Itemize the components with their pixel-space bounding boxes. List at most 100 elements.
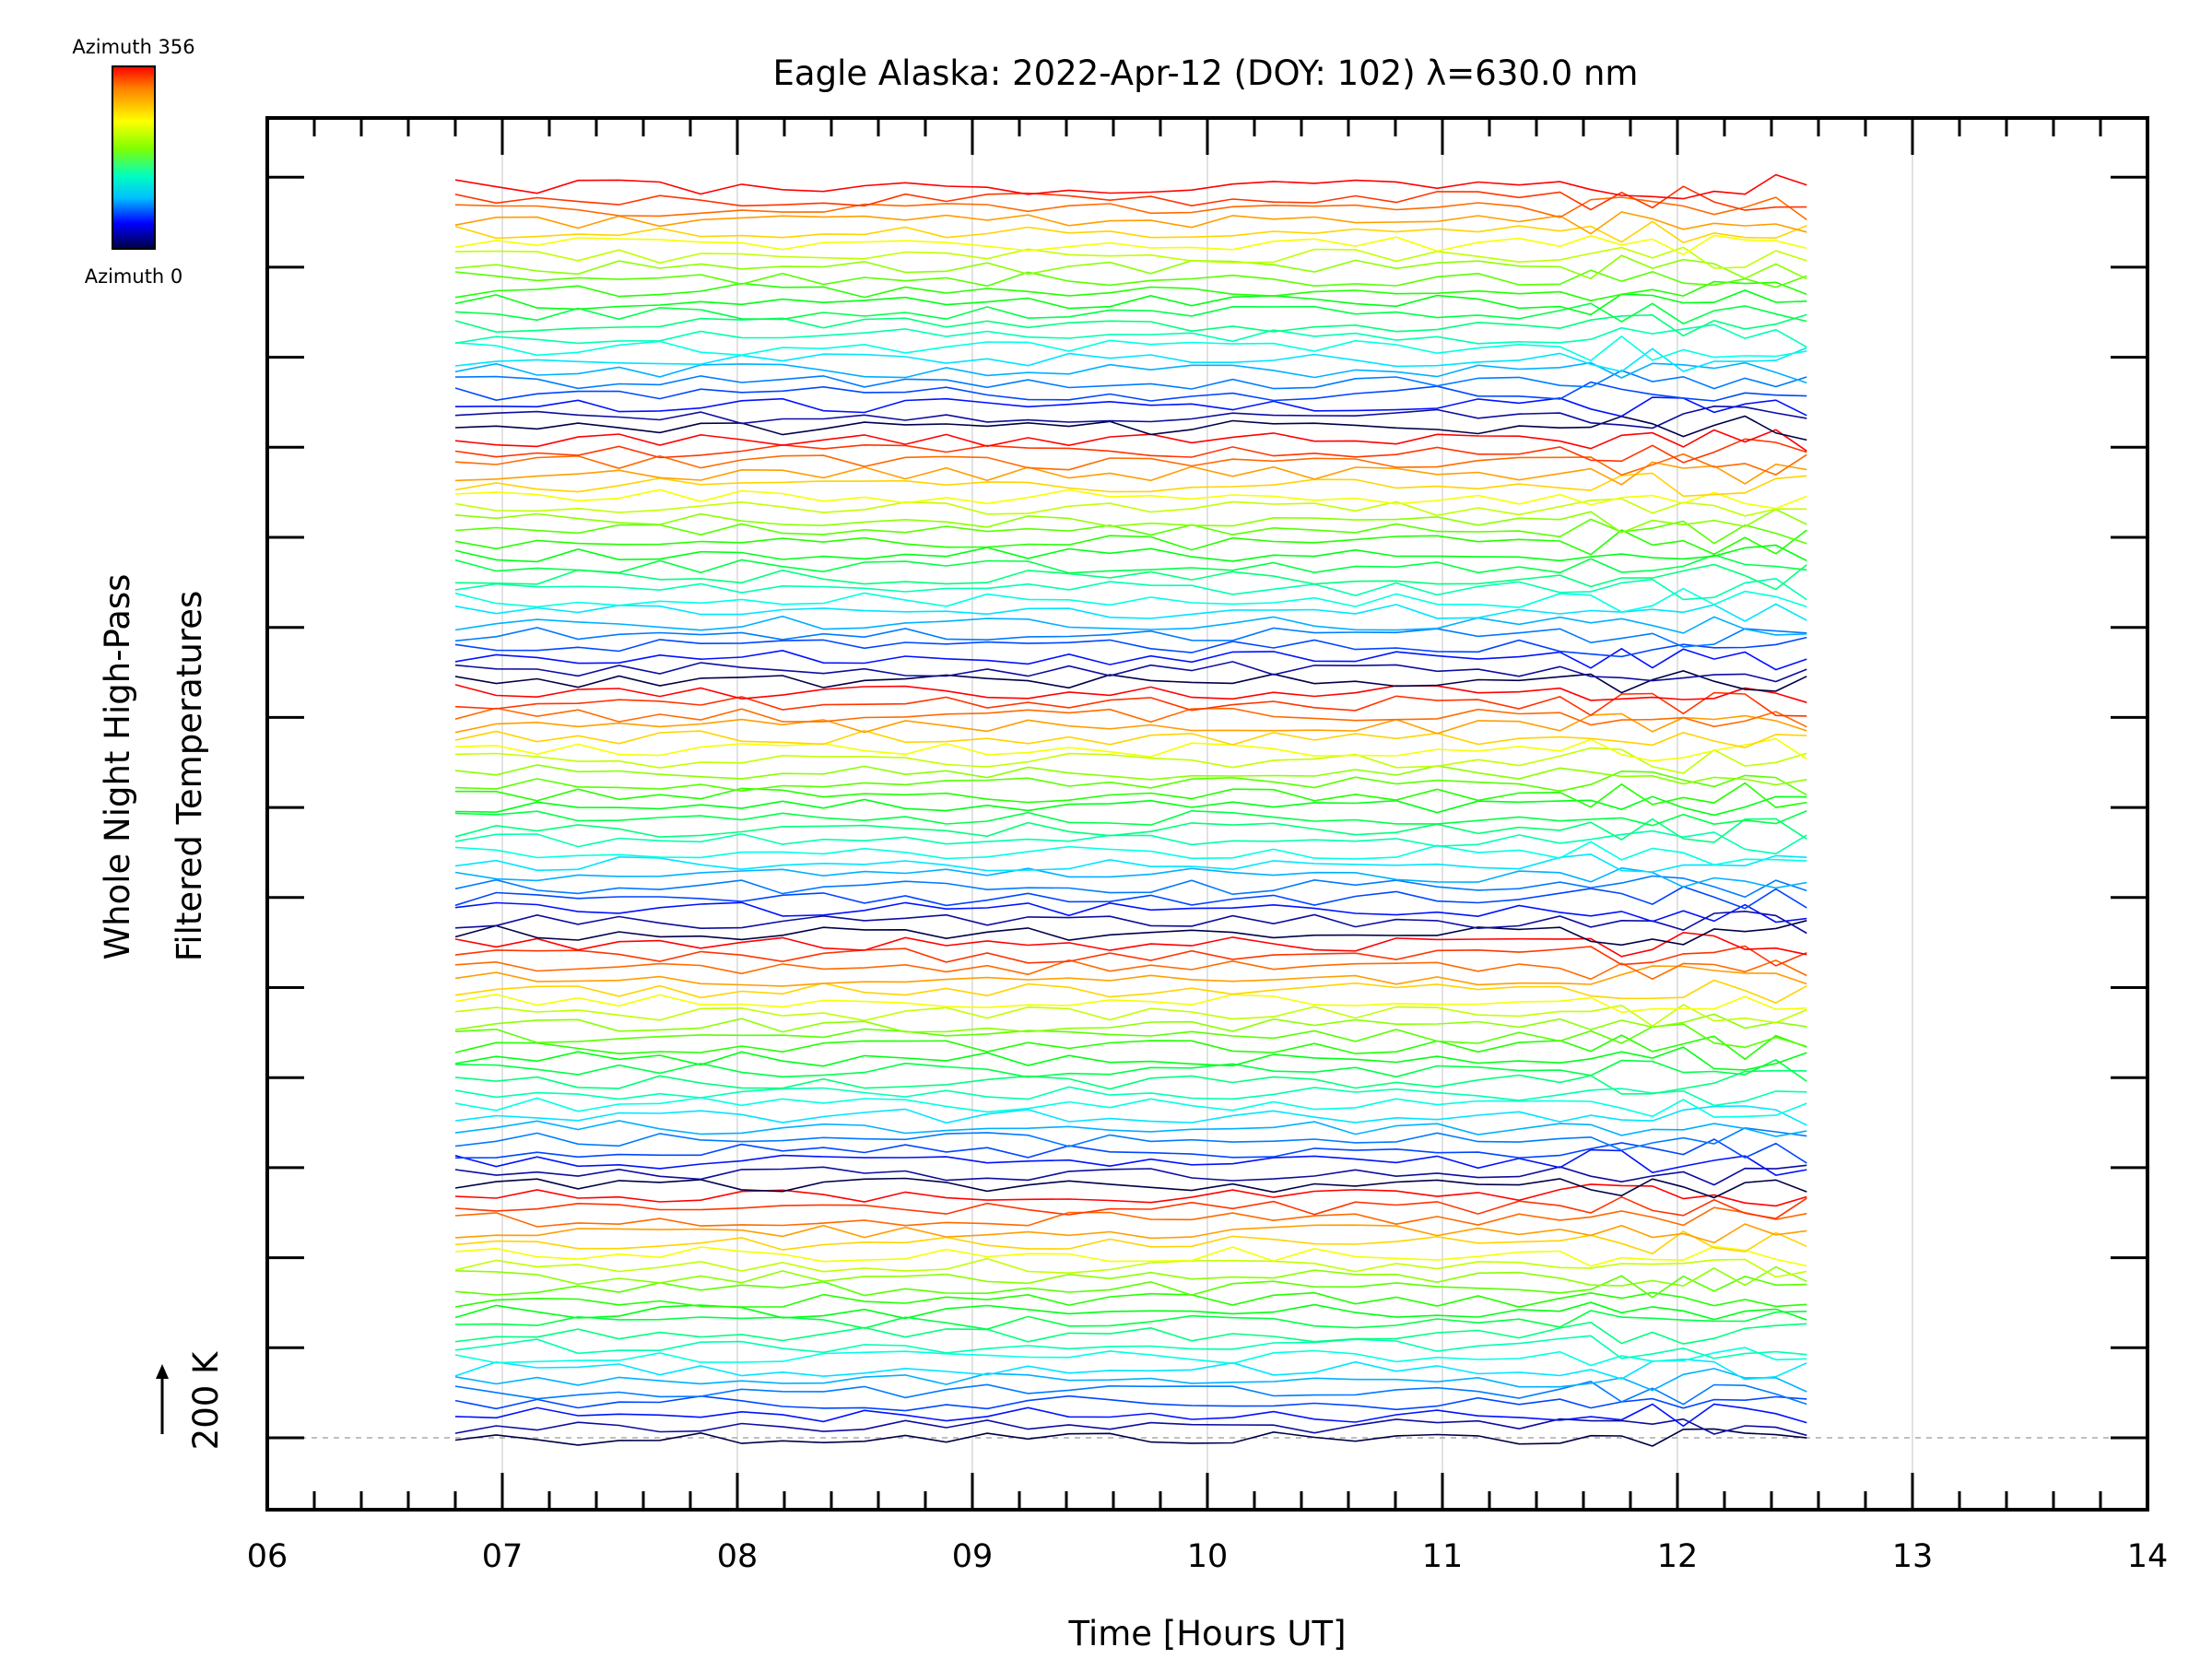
series-line [454, 707, 1807, 728]
series-line [454, 1223, 1807, 1244]
series-line [454, 615, 1807, 636]
x-tick-label: 07 [482, 1538, 524, 1575]
series-line [454, 173, 1807, 200]
series-line [454, 1177, 1807, 1199]
series-line [454, 1195, 1807, 1219]
series-line [454, 1004, 1807, 1028]
series-line [454, 396, 1807, 418]
series-line [454, 1034, 1807, 1061]
series-line [454, 1206, 1807, 1228]
series-line [454, 945, 1807, 967]
scale-arrow-head [156, 1364, 169, 1379]
x-tick-label: 06 [247, 1538, 288, 1575]
series-line [454, 979, 1807, 1004]
series-line [454, 1403, 1807, 1428]
series-line [454, 453, 1807, 477]
scale-label: 200 K [186, 1350, 226, 1450]
x-tick-labels: 06 07 08 09 10 11 12 13 14 [247, 1538, 2169, 1575]
series-line [454, 518, 1807, 545]
series-line [454, 246, 1807, 269]
series-line [454, 381, 1807, 402]
series-line [454, 347, 1807, 372]
series-line [454, 1358, 1807, 1381]
series-line [454, 1148, 1807, 1176]
series-line [454, 544, 1807, 563]
series-line [454, 438, 1807, 464]
series-line [454, 1126, 1807, 1151]
series-line [454, 289, 1807, 316]
series-line [454, 488, 1807, 510]
series-line [454, 809, 1807, 827]
series-line [454, 994, 1807, 1014]
series-line [454, 910, 1807, 935]
series-line [454, 234, 1807, 256]
series-line [454, 335, 1807, 362]
series-line [454, 684, 1807, 703]
series-line [454, 691, 1807, 717]
series-line [454, 1335, 1807, 1359]
series-line [454, 770, 1807, 796]
series-line [454, 627, 1807, 648]
series-line [454, 1230, 1807, 1255]
colorbar-top-label: Azimuth 356 [72, 36, 194, 58]
series-line [454, 1368, 1807, 1393]
x-tick-label: 13 [1892, 1538, 1934, 1575]
series-line [454, 795, 1807, 817]
series-line [454, 1321, 1807, 1345]
series-line [454, 313, 1807, 337]
series-group [454, 173, 1807, 1447]
series-line [454, 866, 1807, 889]
series-line [454, 901, 1807, 924]
series-line [454, 461, 1807, 486]
series-line [454, 603, 1807, 622]
series-line [454, 280, 1807, 302]
x-tick-label: 14 [2127, 1538, 2169, 1575]
series-line [454, 737, 1807, 762]
series-line [454, 370, 1807, 390]
series-line [454, 1381, 1807, 1406]
series-line [454, 875, 1807, 899]
series-line [454, 429, 1807, 452]
series-line [454, 1138, 1807, 1164]
series-line [454, 712, 1807, 735]
series-line [454, 587, 1807, 613]
series-line [454, 920, 1807, 947]
series-line [454, 1291, 1807, 1308]
series-line [454, 1245, 1807, 1267]
series-line [454, 1013, 1807, 1033]
series-line [454, 1069, 1807, 1095]
series-line [454, 729, 1807, 749]
series-line [454, 853, 1807, 873]
series-line [454, 196, 1807, 221]
series-line [454, 563, 1807, 591]
x-tick-label: 08 [717, 1538, 759, 1575]
series-line [454, 508, 1807, 534]
x-tick-label: 11 [1422, 1538, 1464, 1575]
series-line [454, 554, 1807, 574]
y-axis-label-line1: Whole Night High-Pass [98, 574, 137, 960]
series-line [454, 472, 1807, 498]
series-line [454, 782, 1807, 808]
series-line [454, 302, 1807, 325]
series-line [454, 1086, 1807, 1107]
series-line [454, 1275, 1807, 1299]
colorbar-bottom-label: Azimuth 0 [85, 265, 183, 288]
series-line [454, 1164, 1807, 1186]
series-line [454, 670, 1807, 694]
series-line [454, 211, 1807, 235]
series-line [454, 661, 1807, 683]
series-line [454, 220, 1807, 244]
series-line [454, 1183, 1807, 1207]
axis-ticks [265, 118, 2149, 1510]
series-line [454, 1023, 1807, 1049]
x-axis-label: Time [Hours UT] [1067, 1614, 1346, 1653]
series-line [454, 415, 1807, 441]
series-line [454, 269, 1807, 288]
series-line [454, 764, 1807, 786]
series-line [454, 324, 1807, 348]
y-axis-label-line2: Filtered Temperatures [170, 591, 209, 961]
series-line [454, 965, 1807, 987]
series-line [454, 747, 1807, 774]
series-line [454, 1347, 1807, 1367]
